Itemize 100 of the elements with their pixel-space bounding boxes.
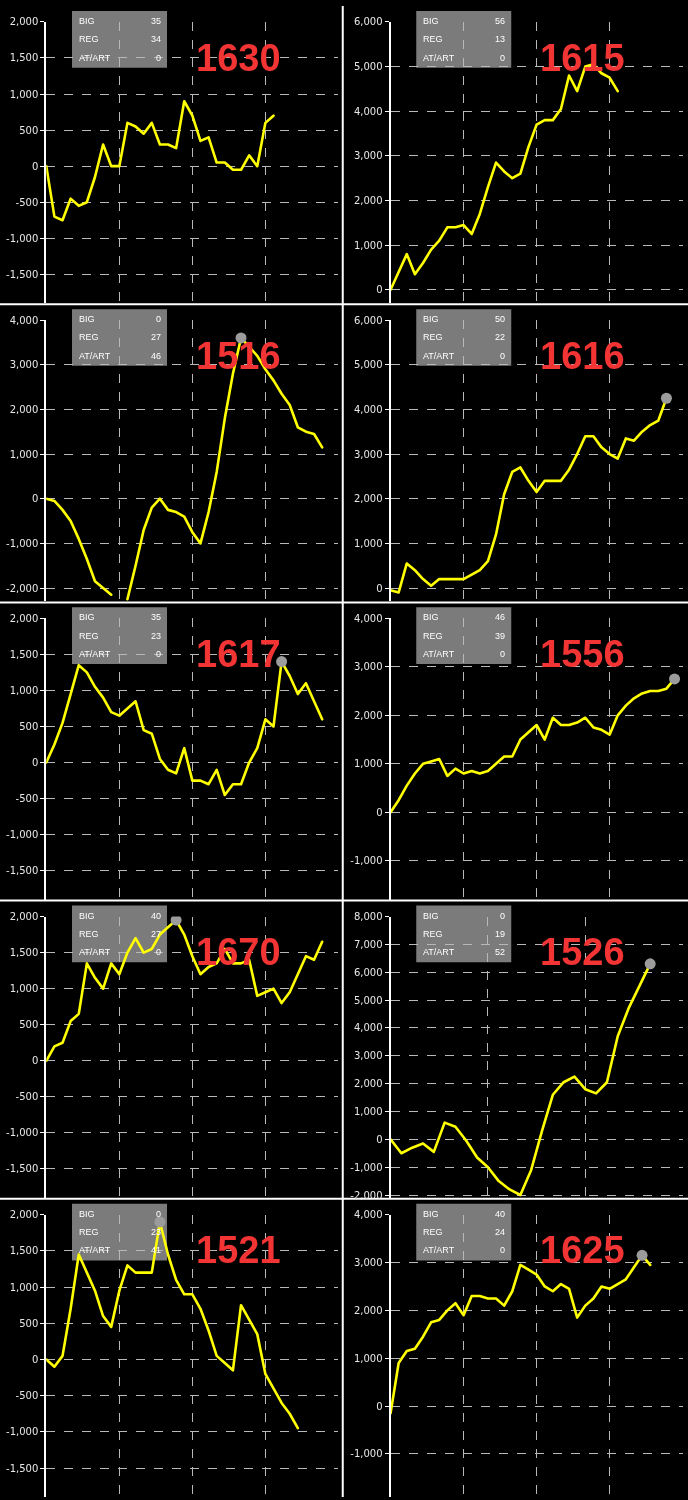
y-tick-label: 500 xyxy=(19,1317,39,1329)
y-tick-label: -1,500 xyxy=(6,268,39,280)
y-tick-label: 4,000 xyxy=(9,314,39,326)
y-tick-label: 3,000 xyxy=(353,150,383,162)
y-tick-label: 4,000 xyxy=(353,1209,383,1221)
annotation: 56 xyxy=(495,16,506,26)
chart-title: 1615 xyxy=(540,37,625,79)
annotation: 0 xyxy=(156,649,162,659)
annotation: 50 xyxy=(495,314,506,324)
annotation: 13 xyxy=(495,34,506,44)
annotation: 35 xyxy=(151,16,162,26)
y-tick-label: 0 xyxy=(31,757,39,769)
y-tick-label: -1,000 xyxy=(6,537,39,549)
y-tick-label: -2,000 xyxy=(6,582,39,594)
y-tick-label: 4,000 xyxy=(353,612,383,624)
y-tick-label: 0 xyxy=(31,1055,39,1067)
annotation: BIG xyxy=(423,314,439,324)
annotation: REG xyxy=(79,1227,99,1237)
y-tick-label: -1,500 xyxy=(6,1163,39,1175)
y-tick-label: 3,000 xyxy=(353,661,383,673)
annotation: 0 xyxy=(156,314,162,324)
annotation: AT/ART xyxy=(79,351,111,361)
chart-title: 1617 xyxy=(196,633,281,675)
y-tick-label: 1,000 xyxy=(9,983,39,995)
y-tick-label: -1,000 xyxy=(6,1127,39,1139)
y-tick-label: 2,000 xyxy=(9,403,39,415)
y-tick-label: 2,000 xyxy=(9,16,39,28)
y-tick-label: 1,000 xyxy=(353,537,383,549)
y-tick-label: 1,000 xyxy=(353,1352,383,1364)
y-tick-label: 1,000 xyxy=(353,758,383,770)
annotation: AT/ART xyxy=(79,649,111,659)
annotation: REG xyxy=(423,631,443,641)
annotation: 0 xyxy=(500,53,506,63)
chart-title: 1556 xyxy=(540,633,625,675)
annotation: REG xyxy=(79,332,99,342)
y-tick-label: -1,000 xyxy=(6,232,39,244)
annotation: 46 xyxy=(495,612,506,622)
y-tick-label: 5,000 xyxy=(353,61,383,73)
y-tick-label: 1,500 xyxy=(9,1245,39,1257)
annotation: REG xyxy=(423,929,443,939)
y-tick-label: 4,000 xyxy=(353,403,383,415)
y-tick-label: 4,000 xyxy=(353,105,383,117)
annotation: 34 xyxy=(151,34,162,44)
y-tick-label: 0 xyxy=(31,1353,39,1365)
annotation: AT/ART xyxy=(79,947,111,957)
annotation: AT/ART xyxy=(423,351,455,361)
annotation: 19 xyxy=(495,929,506,939)
annotation: REG xyxy=(423,34,443,44)
y-tick-label: -1,000 xyxy=(350,1448,383,1460)
annotation: 39 xyxy=(495,631,506,641)
y-tick-label: 3,000 xyxy=(353,1050,383,1062)
y-tick-label: 4,000 xyxy=(353,1022,383,1034)
chart-title: 1616 xyxy=(540,335,625,377)
annotation: 0 xyxy=(156,1209,162,1219)
y-tick-label: 1,000 xyxy=(353,1105,383,1117)
annotation: 40 xyxy=(495,1209,506,1219)
y-tick-label: 2,000 xyxy=(353,1078,383,1090)
y-tick-label: 1,000 xyxy=(9,1281,39,1293)
y-tick-label: 500 xyxy=(19,1019,39,1031)
y-tick-label: 0 xyxy=(376,582,383,594)
y-tick-label: 2,000 xyxy=(353,709,383,721)
y-tick-label: 500 xyxy=(19,124,39,136)
y-tick-label: -2,000 xyxy=(350,1189,383,1201)
y-tick-label: -500 xyxy=(15,196,39,208)
annotation: 27 xyxy=(151,332,162,342)
annotation: 0 xyxy=(500,911,506,921)
chart-title: 1630 xyxy=(196,37,281,79)
y-tick-label: 1,000 xyxy=(9,684,39,696)
annotation: BIG xyxy=(79,911,95,921)
annotation: 0 xyxy=(156,947,162,957)
annotation: REG xyxy=(423,1227,443,1237)
y-tick-label: -1,000 xyxy=(6,1426,39,1438)
y-tick-label: 3,000 xyxy=(353,1257,383,1269)
annotation: 24 xyxy=(495,1227,506,1237)
y-tick-label: 0 xyxy=(376,806,383,818)
y-tick-label: 2,000 xyxy=(353,1304,383,1316)
y-tick-label: 5,000 xyxy=(353,994,383,1006)
y-tick-label: 1,500 xyxy=(9,648,39,660)
y-tick-label: 6,000 xyxy=(353,16,383,28)
annotation: BIG xyxy=(79,612,95,622)
annotation: BIG xyxy=(423,16,439,26)
annotation: AT/ART xyxy=(423,1245,455,1255)
annotation: AT/ART xyxy=(423,947,455,957)
y-tick-label: 5,000 xyxy=(353,359,383,371)
y-tick-label: 1,000 xyxy=(9,88,39,100)
annotation: 0 xyxy=(500,351,506,361)
annotation: 0 xyxy=(156,53,162,63)
annotation: BIG xyxy=(423,612,439,622)
annotation: AT/ART xyxy=(423,53,455,63)
y-tick-label: -1,500 xyxy=(6,865,39,877)
y-tick-label: 1,500 xyxy=(9,52,39,64)
annotation: REG xyxy=(423,332,443,342)
y-tick-label: 1,000 xyxy=(9,448,39,460)
annotation: AT/ART xyxy=(79,1245,111,1255)
chart-title: 1625 xyxy=(540,1229,625,1271)
y-tick-label: -500 xyxy=(15,1390,39,1402)
annotation: BIG xyxy=(79,314,95,324)
y-tick-label: 7,000 xyxy=(353,938,383,950)
y-tick-label: 0 xyxy=(31,160,39,172)
annotation: AT/ART xyxy=(423,649,455,659)
